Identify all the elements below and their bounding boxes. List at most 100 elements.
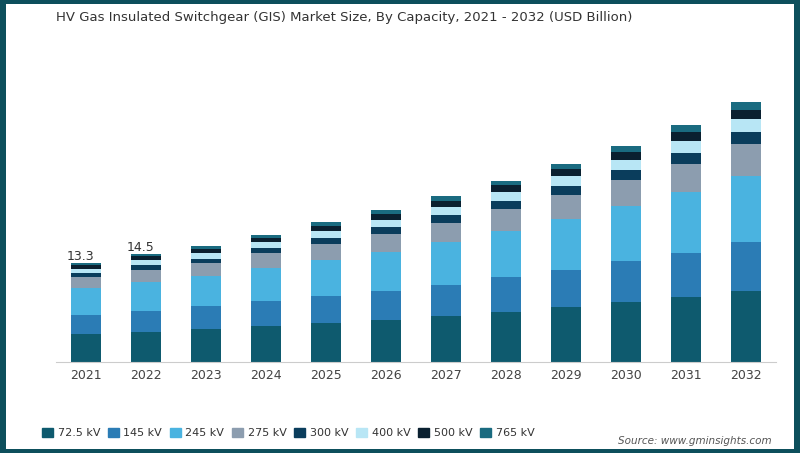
Bar — [491, 209, 521, 231]
Bar — [491, 312, 521, 362]
Bar — [131, 311, 161, 332]
Bar — [551, 195, 581, 219]
Bar — [131, 254, 161, 256]
Bar — [191, 259, 221, 263]
Bar — [191, 263, 221, 276]
Bar — [251, 237, 281, 242]
Bar — [191, 253, 221, 259]
Text: HV Gas Insulated Switchgear (GIS) Market Size, By Capacity, 2021 - 2032 (USD Bil: HV Gas Insulated Switchgear (GIS) Market… — [56, 11, 632, 24]
Bar — [371, 252, 401, 291]
Bar — [311, 323, 341, 362]
Bar — [371, 220, 401, 227]
Bar — [71, 314, 101, 334]
Bar — [491, 231, 521, 277]
Bar — [71, 265, 101, 269]
Bar — [431, 201, 461, 207]
Text: 14.5: 14.5 — [126, 241, 154, 254]
Bar — [491, 185, 521, 192]
Bar — [431, 284, 461, 316]
Bar — [491, 192, 521, 201]
Bar — [251, 253, 281, 268]
Bar — [251, 242, 281, 248]
Bar — [671, 132, 701, 141]
Bar — [191, 276, 221, 306]
Bar — [71, 289, 101, 314]
Bar — [611, 160, 641, 170]
Bar — [671, 125, 701, 132]
Bar — [371, 291, 401, 320]
Bar — [71, 274, 101, 277]
Bar — [611, 145, 641, 152]
Bar — [551, 270, 581, 307]
Bar — [551, 169, 581, 176]
Bar — [671, 141, 701, 153]
Bar — [311, 226, 341, 231]
Bar — [611, 180, 641, 206]
Bar — [131, 332, 161, 362]
Bar — [311, 296, 341, 323]
Bar — [131, 256, 161, 260]
Bar — [551, 219, 581, 270]
Bar — [371, 234, 401, 252]
Bar — [731, 110, 761, 120]
Bar — [251, 235, 281, 237]
Bar — [551, 186, 581, 195]
Bar — [371, 320, 401, 362]
Bar — [671, 252, 701, 297]
Text: 13.3: 13.3 — [67, 250, 94, 263]
Bar — [731, 144, 761, 175]
Bar — [191, 246, 221, 249]
Bar — [251, 268, 281, 301]
Bar — [371, 210, 401, 214]
Bar — [131, 282, 161, 311]
Bar — [611, 170, 641, 180]
Bar — [611, 206, 641, 261]
Bar — [311, 222, 341, 226]
Bar — [491, 181, 521, 185]
Bar — [131, 265, 161, 270]
Bar — [371, 214, 401, 220]
Bar — [671, 153, 701, 164]
Bar — [431, 222, 461, 242]
Bar — [251, 248, 281, 253]
Bar — [131, 260, 161, 265]
Bar — [611, 261, 641, 302]
Text: Source: www.gminsights.com: Source: www.gminsights.com — [618, 436, 772, 446]
Bar — [431, 316, 461, 362]
Bar — [71, 269, 101, 274]
Bar — [671, 297, 701, 362]
Bar — [731, 132, 761, 144]
Bar — [671, 164, 701, 192]
Bar — [491, 277, 521, 312]
Bar — [71, 334, 101, 362]
Bar — [431, 215, 461, 222]
Bar — [71, 263, 101, 265]
Bar — [311, 231, 341, 237]
Bar — [71, 277, 101, 289]
Bar — [311, 237, 341, 244]
Bar — [551, 164, 581, 169]
Bar — [731, 120, 761, 132]
Bar — [551, 307, 581, 362]
Bar — [731, 102, 761, 110]
Bar — [251, 326, 281, 362]
Bar — [491, 201, 521, 209]
Bar — [431, 207, 461, 215]
Bar — [671, 192, 701, 252]
Bar — [431, 197, 461, 201]
Bar — [251, 301, 281, 326]
Bar — [731, 242, 761, 291]
Bar — [311, 244, 341, 260]
Bar — [731, 291, 761, 362]
Bar — [371, 227, 401, 234]
Bar — [551, 176, 581, 186]
Bar — [611, 152, 641, 160]
Bar — [191, 329, 221, 362]
Bar — [731, 175, 761, 242]
Bar — [191, 249, 221, 253]
Bar — [131, 270, 161, 282]
Legend: 72.5 kV, 145 kV, 245 kV, 275 kV, 300 kV, 400 kV, 500 kV, 765 kV: 72.5 kV, 145 kV, 245 kV, 275 kV, 300 kV,… — [38, 424, 539, 443]
Bar — [611, 302, 641, 362]
Bar — [311, 260, 341, 296]
Bar — [431, 242, 461, 284]
